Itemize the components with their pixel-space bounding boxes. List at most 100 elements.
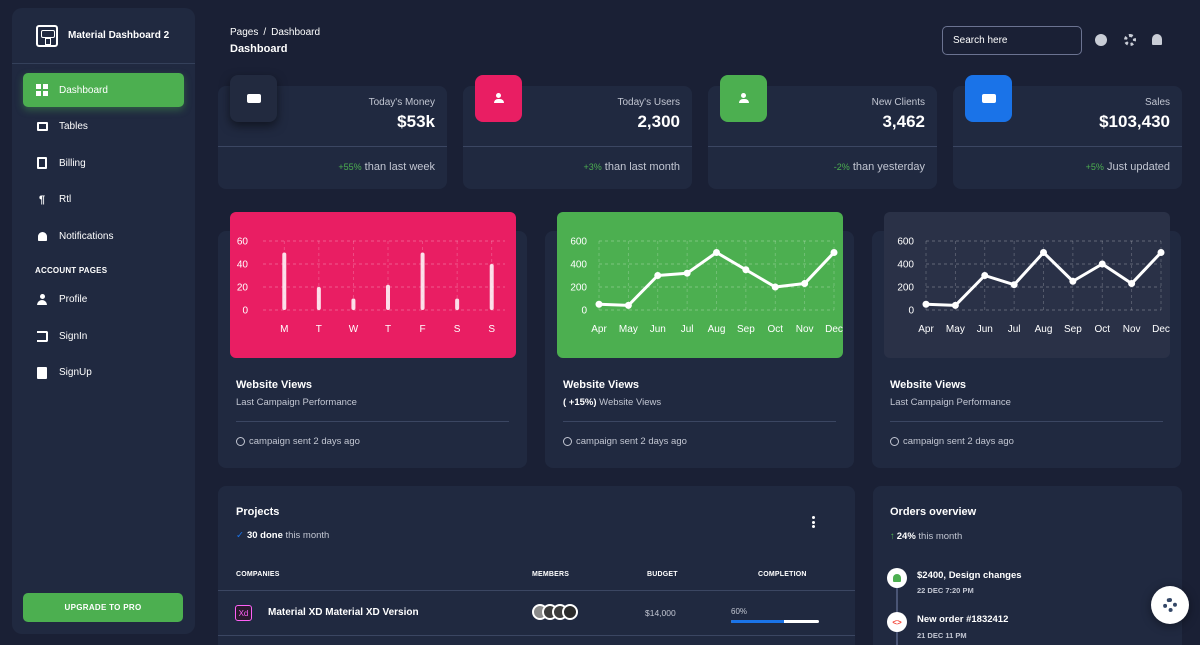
data-point bbox=[922, 300, 930, 308]
chart-subtitle-highlight: ( +15%) bbox=[563, 397, 597, 408]
x-tick-label: May bbox=[619, 324, 638, 335]
account-nav: Profile SignIn SignUp bbox=[12, 283, 195, 390]
divider bbox=[563, 421, 836, 422]
y-tick-label: 600 bbox=[570, 237, 587, 248]
configurator-button[interactable] bbox=[1151, 586, 1189, 624]
person-icon bbox=[720, 75, 767, 122]
person-icon bbox=[36, 294, 48, 306]
sidebar-item-signup[interactable]: SignUp bbox=[23, 356, 184, 390]
adobe-xd-logo-icon: Xd bbox=[235, 605, 252, 621]
chart-footer-text: campaign sent 2 days ago bbox=[576, 436, 687, 447]
divider bbox=[890, 421, 1163, 422]
stat-label: Today's Money bbox=[368, 97, 435, 108]
orders-change-suffix: this month bbox=[915, 531, 963, 542]
bar bbox=[386, 284, 390, 310]
notifications-icon[interactable] bbox=[1152, 34, 1162, 45]
divider bbox=[218, 146, 447, 147]
sidebar-item-billing[interactable]: Billing bbox=[23, 146, 184, 180]
account-circle-icon[interactable] bbox=[1095, 34, 1107, 46]
x-tick-label: Jul bbox=[1008, 324, 1021, 335]
x-tick-label: Sep bbox=[1064, 324, 1082, 335]
completion-label: 60% bbox=[731, 607, 748, 616]
settings-icon[interactable] bbox=[1124, 34, 1136, 46]
x-tick-label: T bbox=[316, 324, 322, 335]
member-avatars bbox=[532, 604, 578, 620]
chart-subtitle: ( +15%) Website Views bbox=[563, 397, 661, 408]
chart-panel: 600 400 200 0 Apr May Jun Jul Aug Sep Oct Nov Dec bbox=[557, 212, 843, 358]
timeline-item-title: $2400, Design changes bbox=[917, 570, 1022, 581]
x-tick-label: Dec bbox=[1152, 324, 1170, 335]
code-icon: <> bbox=[887, 612, 907, 632]
y-tick-label: 600 bbox=[897, 237, 914, 248]
sidebar-item-signin[interactable]: SignIn bbox=[23, 319, 184, 353]
stat-value: $103,430 bbox=[1099, 112, 1170, 131]
sidebar-item-dashboard[interactable]: Dashboard bbox=[23, 73, 184, 107]
search-input[interactable] bbox=[942, 26, 1082, 55]
stat-footer: +55% than last week bbox=[338, 161, 435, 173]
chart-card-daily-views: 60 40 20 0 M T W T F S S Website Views Last Campai… bbox=[218, 212, 527, 468]
chart-subtitle-text: Last Campaign Performance bbox=[236, 397, 357, 408]
breadcrumb-parent[interactable]: Pages bbox=[230, 27, 259, 38]
person-icon bbox=[475, 75, 522, 122]
orders-summary: ↑ 24% this month bbox=[890, 531, 962, 542]
upgrade-button[interactable]: UPGRADE TO PRO bbox=[23, 593, 183, 622]
divider bbox=[463, 146, 692, 147]
sidebar-item-profile[interactable]: Profile bbox=[23, 283, 184, 317]
completion-progress-bar bbox=[731, 620, 819, 623]
login-icon bbox=[36, 330, 48, 342]
chart-subtitle-text: Website Views bbox=[596, 397, 662, 408]
y-tick-label: 400 bbox=[570, 260, 587, 271]
schedule-icon bbox=[236, 437, 245, 446]
divider bbox=[236, 421, 509, 422]
divider bbox=[218, 635, 855, 636]
settings-icon bbox=[1163, 598, 1177, 612]
timeline-item-title: New order #1832412 bbox=[917, 614, 1009, 625]
chart-title: Website Views bbox=[563, 379, 640, 391]
chart-card-sales: 600 400 200 0 Apr May Jun Jul Aug Sep Oct Nov Dec We… bbox=[545, 212, 854, 468]
x-tick-label: Jul bbox=[681, 324, 694, 335]
orders-change: 24% bbox=[896, 531, 916, 542]
format-textdirection-icon: ¶ bbox=[38, 193, 46, 206]
sidebar-item-label: SignIn bbox=[59, 330, 88, 342]
data-point bbox=[801, 280, 809, 288]
timeline-line bbox=[896, 578, 898, 645]
project-name: Material XD Material XD Version bbox=[268, 607, 419, 618]
data-point bbox=[1069, 277, 1077, 285]
y-tick-label: 40 bbox=[237, 260, 249, 271]
sidebar-item-rtl[interactable]: ¶ Rtl bbox=[23, 183, 184, 217]
bell-icon bbox=[36, 230, 48, 242]
orders-title: Orders overview bbox=[890, 506, 977, 518]
sidebar-item-tables[interactable]: Tables bbox=[23, 110, 184, 144]
stat-period: Just updated bbox=[1103, 161, 1170, 173]
projects-summary: ✓ 30 done this month bbox=[236, 530, 329, 541]
stat-period: than last week bbox=[361, 161, 435, 173]
more-vert-icon[interactable] bbox=[812, 516, 816, 530]
projects-card: Projects ✓ 30 done this month COMPANIES M… bbox=[218, 486, 855, 645]
sidebar-item-label: Rtl bbox=[59, 194, 72, 205]
project-budget: $14,000 bbox=[645, 608, 676, 618]
sidebar-nav: Dashboard Tables Billing ¶ Rtl Notificat… bbox=[12, 64, 195, 253]
column-header-completion: COMPLETION bbox=[758, 571, 807, 578]
bar bbox=[351, 298, 356, 310]
stat-footer: +5% Just updated bbox=[1086, 161, 1170, 173]
data-point bbox=[683, 269, 691, 277]
receipt-icon bbox=[36, 157, 48, 169]
sidebar-item-label: Notifications bbox=[59, 230, 114, 242]
chart-title: Website Views bbox=[236, 379, 313, 391]
breadcrumb: Pages / Dashboard bbox=[230, 27, 320, 38]
notifications-icon bbox=[887, 568, 907, 588]
brand[interactable]: Material Dashboard 2 bbox=[12, 8, 195, 64]
avatar[interactable] bbox=[562, 604, 578, 620]
x-tick-label: M bbox=[280, 324, 288, 335]
weekend-icon bbox=[965, 75, 1012, 122]
table-icon bbox=[36, 121, 48, 133]
data-point bbox=[981, 272, 989, 279]
chart-footer: campaign sent 2 days ago bbox=[563, 436, 687, 447]
check-icon: ✓ bbox=[236, 530, 244, 541]
chart-title: Website Views bbox=[890, 379, 967, 391]
divider bbox=[953, 146, 1182, 147]
sidebar-item-notifications[interactable]: Notifications bbox=[23, 219, 184, 253]
timeline-item-date: 21 DEC 11 PM bbox=[917, 631, 967, 640]
y-tick-label: 400 bbox=[897, 260, 914, 271]
arrow-up-icon: ↑ bbox=[890, 531, 895, 542]
